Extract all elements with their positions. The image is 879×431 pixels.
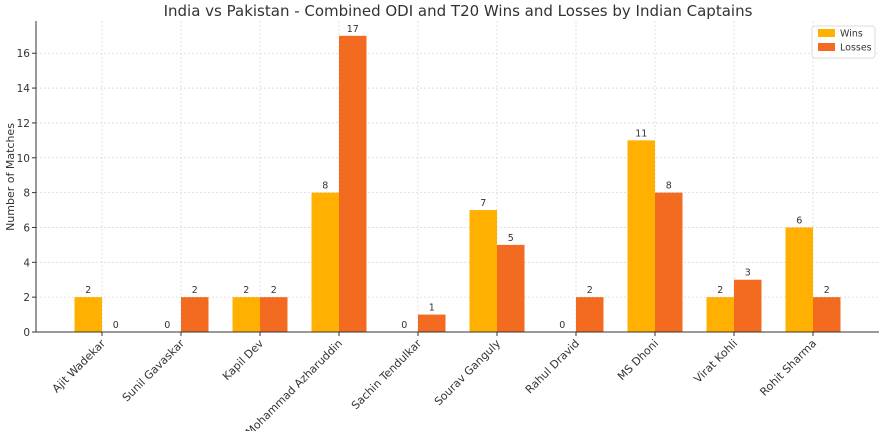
data-label: 6 xyxy=(796,215,802,226)
data-labels: 2 0 2 8 0 7 0 11 2 6 0 2 2 17 1 5 2 8 3 2 xyxy=(85,24,830,331)
bar-losses xyxy=(813,297,841,332)
data-label: 1 xyxy=(429,303,435,314)
bar-wins xyxy=(469,210,497,332)
x-tick-label: Ajit Wadekar xyxy=(50,337,109,396)
x-tick-label: Virat Kohli xyxy=(691,337,740,386)
x-tick-label: Rohit Sharma xyxy=(757,337,819,399)
data-label: 2 xyxy=(243,285,249,296)
bar-wins xyxy=(232,297,260,332)
data-label: 11 xyxy=(635,128,647,139)
bar-losses xyxy=(418,314,446,332)
x-tick-label: Sunil Gavaskar xyxy=(120,337,188,405)
data-label: 2 xyxy=(271,285,277,296)
x-tick-label: Rahul Dravid xyxy=(523,337,582,396)
data-label: 0 xyxy=(113,320,119,331)
data-label: 2 xyxy=(824,285,830,296)
axes xyxy=(35,21,879,333)
data-label: 17 xyxy=(347,24,359,35)
y-tick-label: 2 xyxy=(23,292,30,304)
x-tick-label: Sourav Ganguly xyxy=(432,337,504,409)
y-tick-label: 8 xyxy=(23,188,30,200)
bar-losses xyxy=(576,297,604,332)
chart-title: India vs Pakistan - Combined ODI and T20… xyxy=(164,2,753,20)
bar-losses xyxy=(655,192,683,332)
y-tick-label: 14 xyxy=(17,83,31,95)
x-tick-label: Sachin Tendulkar xyxy=(349,337,425,413)
legend-swatch-losses xyxy=(818,43,835,51)
bar-losses xyxy=(497,244,525,332)
bar-wins xyxy=(627,140,655,332)
x-ticks: Ajit Wadekar Sunil Gavaskar Kapil DevMoham… xyxy=(50,332,819,431)
grid xyxy=(36,21,879,332)
data-label: 2 xyxy=(192,285,198,296)
data-label: 2 xyxy=(85,285,91,296)
bar-wins xyxy=(706,297,734,332)
legend-swatch-wins xyxy=(818,29,835,37)
y-ticks: 0 2 4 6 8 10 12 14 16 xyxy=(17,48,36,339)
legend-label-losses: Losses xyxy=(840,43,872,54)
bars xyxy=(74,35,841,333)
bar-wins xyxy=(311,192,339,332)
y-tick-label: 10 xyxy=(17,153,30,165)
bar-losses xyxy=(181,297,209,332)
bar-losses xyxy=(339,35,367,333)
y-tick-label: 16 xyxy=(17,48,31,60)
y-tick-label: 12 xyxy=(17,118,30,130)
data-label: 2 xyxy=(587,285,593,296)
y-tick-label: 6 xyxy=(23,222,30,234)
data-label: 5 xyxy=(508,233,514,244)
y-tick-label: 0 xyxy=(23,327,30,339)
bar-wins xyxy=(785,227,813,332)
bar-losses xyxy=(260,297,288,332)
data-label: 3 xyxy=(745,268,751,279)
y-tick-label: 4 xyxy=(23,257,30,269)
legend-label-wins: Wins xyxy=(840,29,863,40)
bar-wins xyxy=(74,297,102,332)
bar-losses xyxy=(734,279,762,332)
x-tick-label: Kapil Dev xyxy=(220,337,266,383)
x-tick-label: MS Dhoni xyxy=(615,337,661,383)
y-axis-label: Number of Matches xyxy=(4,123,17,231)
data-label: 2 xyxy=(717,285,723,296)
data-label: 0 xyxy=(401,320,407,331)
data-label: 0 xyxy=(164,320,170,331)
data-label: 8 xyxy=(666,181,672,192)
data-label: 0 xyxy=(559,320,565,331)
legend: Wins Losses xyxy=(811,25,876,59)
data-label: 7 xyxy=(480,198,486,209)
data-label: 8 xyxy=(322,181,328,192)
